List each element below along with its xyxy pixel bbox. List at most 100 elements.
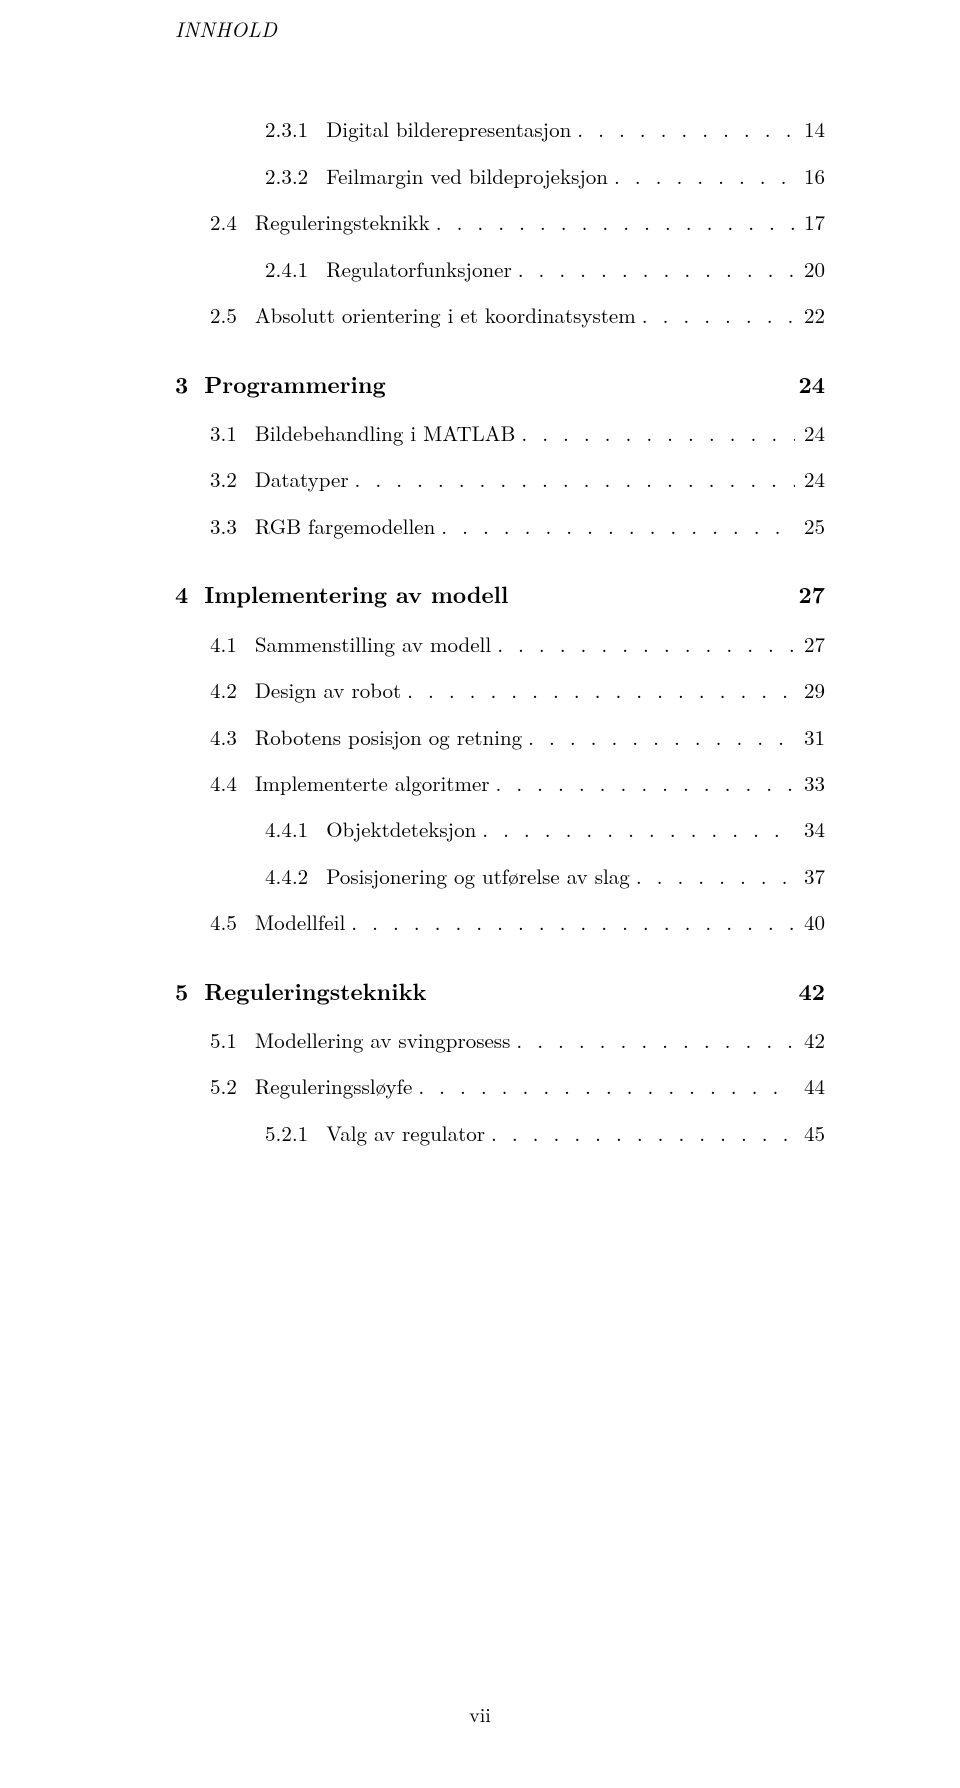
toc-entry: 4.2 Design av robot . . . . . . . . . . … [175,675,825,705]
toc-page-number: 33 [795,768,825,798]
toc-leaders: . . . . . . . . . . . . . . . . . . . . … [435,511,795,541]
toc-page-number: 27 [795,629,825,659]
toc-section: 3.1 Bildebehandling i MATLAB . . . . . .… [175,418,825,541]
toc-title: Robotens posisjon og retning [255,722,522,752]
toc-title: Reguleringssløyfe [255,1071,413,1101]
toc-entry: 5.1 Modellering av svingprosess . . . . … [175,1025,825,1055]
toc-number: 2.3.1 [265,114,326,144]
toc-entry: 4.1 Sammenstilling av modell . . . . . .… [175,629,825,659]
toc-page-number: 42 [795,1025,825,1055]
toc-leaders: . . . . . . . . . . . . . . . . . . . . … [491,629,795,659]
toc-leaders: . . . . . . . . . . . . . . . . . . . . … [522,722,795,752]
toc-entry: 2.4 Reguleringsteknikk . . . . . . . . .… [175,207,825,237]
toc-leaders: . . . . . . . . . . . . . . . . . . . . … [490,768,796,798]
toc-title: Modellering av svingprosess [255,1025,511,1055]
toc-leaders: . . . . . . . . . . . . . . . . . . . . … [485,1118,795,1148]
toc-number: 3.1 [210,418,255,448]
toc-page-number: 17 [795,207,825,237]
toc-title: Absolutt orientering i et koordinatsyste… [255,300,636,330]
toc-page-number: 42 [795,974,825,1007]
toc-number: 4.1 [210,629,255,659]
toc-title: Datatyper [255,464,349,494]
toc-entry: 2.4.1 Regulatorfunksjoner . . . . . . . … [175,254,825,284]
toc-number: 3.2 [210,464,255,494]
toc-page-number: 24 [795,418,825,448]
toc-page-number: 37 [795,861,825,891]
toc-number: 4 [175,577,204,610]
toc-number: 5.2 [210,1071,255,1101]
toc-leaders: . . . . . . . . . . . . . . . . . . . . … [476,814,795,844]
toc-number: 2.3.2 [265,161,326,191]
toc-entry: 3.1 Bildebehandling i MATLAB . . . . . .… [175,418,825,448]
toc-page-number: 24 [795,367,825,400]
toc-number: 5.2.1 [265,1118,326,1148]
toc-title: Design av robot [255,675,401,705]
toc-leaders: . . . . . . . . . . . . . . . . . . . . … [630,861,795,891]
toc-title: Programmering [204,367,386,400]
toc-entry: 2.3.2 Feilmargin ved bildeprojeksjon . .… [175,161,825,191]
toc-page: INNHOLD 2.3.1 Digital bilderepresentasjo… [0,0,960,1788]
toc-leaders: . . . . . . . . . . . . . . . . . . . . … [349,464,795,494]
toc-number: 5.1 [210,1025,255,1055]
toc-chapter: 3 Programmering . . . . . . . . . . . . … [175,367,825,400]
toc-leaders: . . . . . . . . . . . . . . . . . . . . … [345,907,795,937]
toc-title: Objektdeteksjon [326,814,476,844]
toc-entry: 3.2 Datatyper . . . . . . . . . . . . . … [175,464,825,494]
toc-page-number: 16 [795,161,825,191]
toc-leaders: . . . . . . . . . . . . . . . . . . . . … [515,418,795,448]
toc-page-number: 29 [795,675,825,705]
toc-entry: 4.4.1 Objektdeteksjon . . . . . . . . . … [175,814,825,844]
toc-leaders: . . . . . . . . . . . . . . . . . . . . … [636,300,795,330]
toc-title: Digital bilderepresentasjon [326,114,571,144]
toc-page-number: 24 [795,464,825,494]
toc-title: Regulatorfunksjoner [326,254,512,284]
toc-entry: 5.2.1 Valg av regulator . . . . . . . . … [175,1118,825,1148]
toc-number: 4.4.2 [265,861,326,891]
toc-number: 3 [175,367,204,400]
toc-entry: 4.5 Modellfeil . . . . . . . . . . . . .… [175,907,825,937]
toc-title: RGB fargemodellen [255,511,435,541]
toc-number: 4.4.1 [265,814,326,844]
toc-page-number: 14 [795,114,825,144]
toc-number: 4.3 [210,722,255,752]
toc-title: Reguleringsteknikk [255,207,430,237]
toc-page-number: 34 [795,814,825,844]
page-number-footer: vii [0,1699,960,1728]
toc-number: 4.4 [210,768,255,798]
toc-title: Valg av regulator [326,1118,485,1148]
toc-title: Implementerte algoritmer [255,768,490,798]
toc-number: 2.5 [210,300,255,330]
toc-page-number: 45 [795,1118,825,1148]
toc-leaders: . . . . . . . . . . . . . . . . . . . . … [571,114,795,144]
toc-number: 4.2 [210,675,255,705]
toc-page-number: 44 [795,1071,825,1101]
toc-number: 5 [175,974,204,1007]
toc-title: Posisjonering og utførelse av slag [326,861,630,891]
toc-title: Modellfeil [255,907,345,937]
toc-page-number: 20 [795,254,825,284]
toc-page-number: 27 [795,577,825,610]
toc-leaders: . . . . . . . . . . . . . . . . . . . . … [510,1025,795,1055]
toc-leaders: . . . . . . . . . . . . . . . . . . . . … [512,254,795,284]
toc-leaders: . . . . . . . . . . . . . . . . . . . . … [412,1071,795,1101]
toc-entry: 4.4.2 Posisjonering og utførelse av slag… [175,861,825,891]
toc-entry: 3.3 RGB fargemodellen . . . . . . . . . … [175,511,825,541]
toc-page-number: 31 [795,722,825,752]
toc-section: 4.1 Sammenstilling av modell . . . . . .… [175,629,825,938]
toc-section: 2.3.1 Digital bilderepresentasjon . . . … [175,114,825,330]
toc-entry: 5.2 Reguleringssløyfe . . . . . . . . . … [175,1071,825,1101]
toc-number: 2.4 [210,207,255,237]
toc-page-number: 22 [795,300,825,330]
toc-page-number: 40 [795,907,825,937]
toc-title: Implementering av modell [204,577,508,610]
toc-chapter: 4 Implementering av modell . . . . . . .… [175,577,825,610]
toc-section: 5.1 Modellering av svingprosess . . . . … [175,1025,825,1148]
running-head: INNHOLD [175,14,825,44]
toc-leaders: . . . . . . . . . . . . . . . . . . . . … [401,675,795,705]
toc-number: 3.3 [210,511,255,541]
toc-entry: 4.4 Implementerte algoritmer . . . . . .… [175,768,825,798]
toc-title: Feilmargin ved bildeprojeksjon [326,161,608,191]
toc-leaders: . . . . . . . . . . . . . . . . . . . . … [430,207,795,237]
toc-title: Bildebehandling i MATLAB [255,418,516,448]
toc-number: 2.4.1 [265,254,326,284]
